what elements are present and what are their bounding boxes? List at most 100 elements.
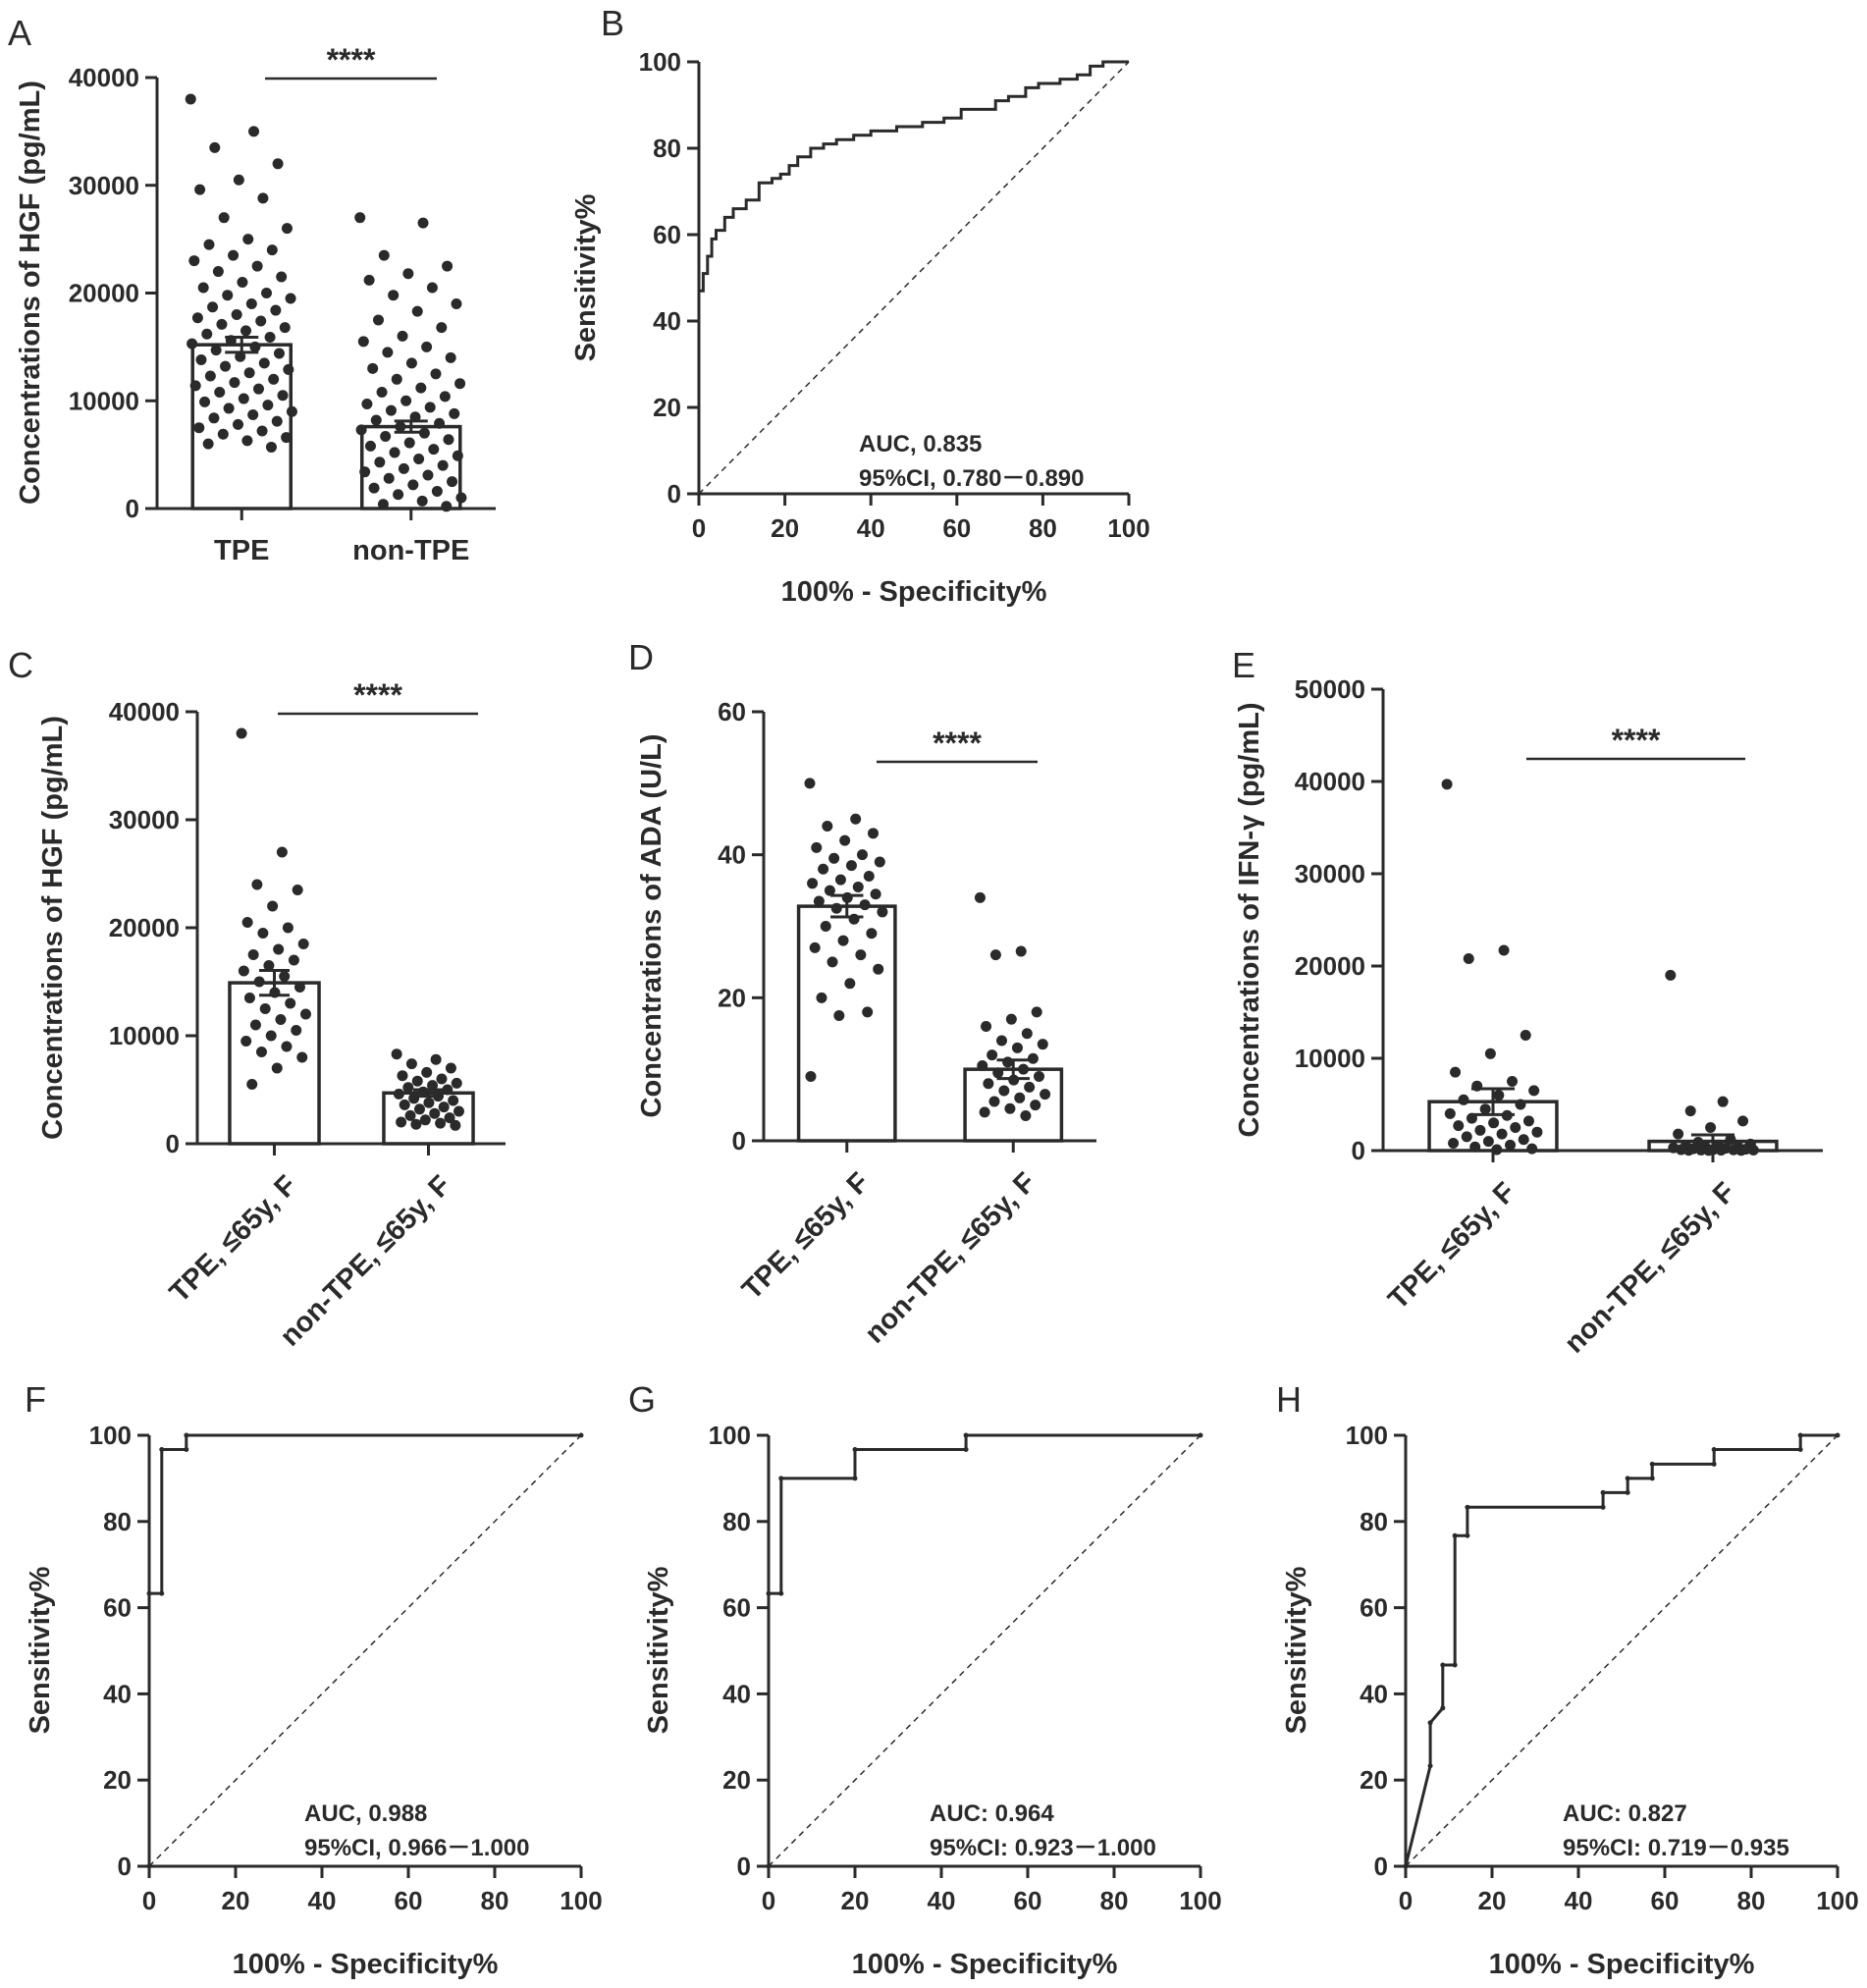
roc-point [1427, 1720, 1433, 1726]
y-tick-label: 100 [1346, 1421, 1388, 1450]
data-point [395, 421, 406, 433]
significance-label: **** [1612, 723, 1661, 758]
data-point [1695, 1144, 1707, 1155]
data-point [405, 1058, 417, 1070]
data-point [439, 391, 451, 403]
data-point [1453, 1120, 1465, 1132]
data-point [195, 354, 207, 366]
data-point [193, 422, 205, 434]
y-axis-label: Concentrations of IFN-γ (pg/mL) [1234, 702, 1265, 1137]
data-point [1444, 1107, 1456, 1119]
data-point [428, 444, 440, 456]
data-point [1466, 1112, 1477, 1124]
data-point [385, 404, 397, 416]
y-tick-label: 100 [639, 47, 681, 77]
data-point [1737, 1115, 1749, 1127]
data-point [279, 971, 291, 982]
data-point [451, 297, 462, 309]
data-point [977, 1060, 988, 1072]
data-point [1717, 1096, 1729, 1107]
data-point [1510, 1122, 1521, 1133]
data-point [1747, 1145, 1759, 1156]
data-point [382, 347, 394, 358]
panel-letter-b: B [601, 3, 624, 43]
data-point [453, 1105, 464, 1117]
data-point [438, 1101, 450, 1113]
data-point [374, 457, 386, 468]
y-tick-label: 10000 [109, 1021, 180, 1050]
data-point [804, 778, 816, 789]
x-tick-label: 60 [942, 513, 971, 543]
auc-label: AUC, 0.835 [859, 431, 982, 457]
data-point [421, 341, 433, 352]
data-point [253, 976, 265, 988]
roc-point [184, 1446, 189, 1452]
x-tick-label: 20 [841, 1886, 870, 1915]
y-tick-label: 40 [722, 1679, 751, 1708]
roc-point [963, 1432, 969, 1438]
data-point [450, 1119, 461, 1131]
data-point [1448, 1137, 1460, 1149]
data-point [268, 373, 280, 385]
roc-point [1835, 1432, 1840, 1438]
data-point [191, 312, 203, 324]
data-point [1488, 1117, 1500, 1129]
x-tick-label: TPE [214, 535, 269, 566]
data-point [862, 1006, 874, 1018]
ci-label: 95%CI, 0.966－1.000 [304, 1835, 530, 1861]
y-tick-label: 20000 [1295, 951, 1365, 981]
reference-diagonal [148, 1434, 582, 1867]
data-point [454, 378, 466, 390]
x-tick-label: 0 [1399, 1886, 1413, 1915]
panel-letter-g: G [628, 1379, 656, 1420]
data-point [451, 1077, 462, 1089]
data-point [852, 881, 864, 892]
x-tick-label: TPE, ≤65y, F [736, 1166, 876, 1306]
y-tick-label: 0 [737, 1852, 751, 1881]
data-point [273, 348, 285, 359]
data-point [238, 393, 249, 404]
data-point [988, 1096, 1000, 1107]
data-point [417, 1086, 429, 1098]
data-point [246, 1079, 258, 1090]
roc-point [1797, 1446, 1803, 1452]
data-point [830, 902, 842, 914]
data-point [855, 949, 867, 961]
data-point [279, 322, 291, 334]
roc-point [1452, 1662, 1458, 1668]
data-point [240, 325, 252, 337]
data-point [1498, 944, 1510, 956]
data-point [443, 434, 454, 446]
data-point [398, 462, 409, 474]
data-point [1522, 1115, 1534, 1127]
data-point [292, 885, 303, 895]
y-axis-label: Concentrations of ADA (U/L) [636, 734, 667, 1118]
data-point [359, 466, 371, 478]
bar [228, 981, 321, 1146]
data-point [378, 249, 390, 261]
panel-letter-d: D [628, 637, 654, 677]
data-point [992, 1067, 1004, 1079]
data-point [866, 928, 878, 940]
roc-point [1600, 1489, 1606, 1495]
x-tick-label: 100 [1816, 1886, 1858, 1915]
data-point [998, 1085, 1010, 1097]
data-point [426, 282, 438, 294]
y-tick-label: 0 [1374, 1852, 1388, 1881]
y-tick-label: 80 [722, 1507, 751, 1536]
data-point [217, 428, 229, 440]
data-point [859, 899, 871, 911]
x-tick-label: 60 [1014, 1886, 1042, 1915]
data-point [405, 357, 417, 369]
data-point [368, 482, 380, 494]
panel-a: 0 10000 20000 30000 40000 Concentrations of H… [15, 42, 496, 566]
data-point [417, 217, 429, 229]
data-point [281, 432, 293, 444]
x-tick-label: 40 [928, 1886, 956, 1915]
data-point [199, 396, 211, 407]
data-point [442, 260, 453, 272]
data-point [873, 963, 884, 975]
x-tick-label: non-TPE, ≤65y, F [1559, 1176, 1741, 1359]
data-point [391, 1048, 402, 1060]
data-point [281, 223, 293, 235]
